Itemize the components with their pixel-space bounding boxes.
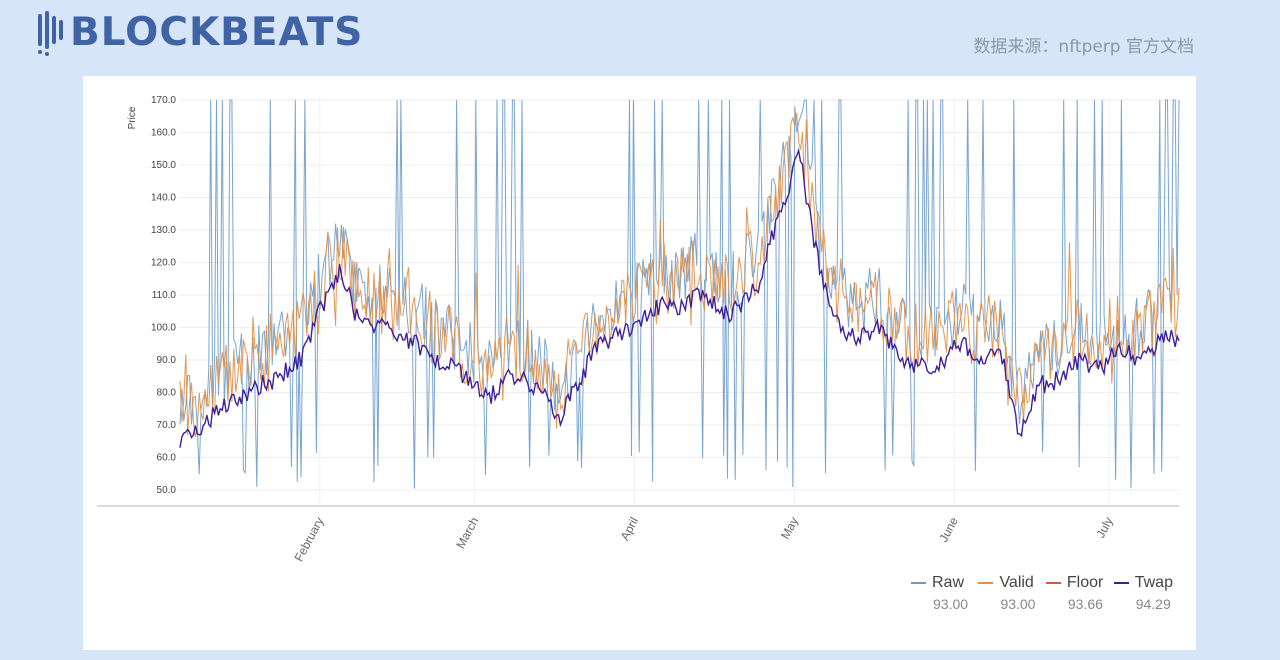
legend-series-value: 94.29	[1135, 596, 1171, 612]
legend-swatch	[911, 582, 926, 584]
price-chart: 50.0 60.0 70.0 80.0 90.0 100.0 110.0 120.0 130.0…	[97, 95, 1180, 564]
legend-swatch	[978, 582, 994, 584]
chart-legend: Raw 93.00 Valid 93.00 Floor 93.66 Twap 94.29	[911, 574, 1173, 612]
y-tick-label: 70.0	[157, 420, 177, 431]
legend-series-name: Valid	[999, 574, 1034, 591]
y-tick-label: 50.0	[157, 485, 177, 496]
y-tick-label: 80.0	[157, 388, 177, 399]
blockbeats-mark-icon	[38, 11, 63, 56]
legend-item-header: Floor	[1045, 574, 1104, 592]
legend-series-value: 93.66	[1067, 596, 1103, 612]
series-valid-line	[179, 112, 1180, 438]
x-tick-label: July	[1093, 515, 1115, 540]
legend-series-name: Twap	[1134, 574, 1173, 591]
y-tick-label: 150.0	[151, 160, 176, 171]
legend-item-raw[interactable]: Raw 93.00	[911, 574, 968, 612]
legend-item-valid[interactable]: Valid 93.00	[978, 574, 1035, 612]
series-raw-line	[179, 99, 1180, 489]
x-tick-label: April	[618, 515, 642, 543]
legend-series-value: 93.00	[1000, 596, 1036, 612]
legend-series-name: Floor	[1066, 574, 1104, 591]
y-tick-label: 140.0	[151, 193, 176, 204]
y-tick-label: 130.0	[151, 225, 176, 236]
legend-item-header: Twap	[1113, 574, 1173, 592]
y-tick-label: 60.0	[157, 453, 177, 464]
y-tick-label: 110.0	[152, 290, 177, 301]
legend-swatch	[1113, 582, 1129, 584]
x-tick-label: February	[292, 515, 327, 564]
data-source-note: 数据来源：nftperp 官方文档	[973, 37, 1194, 57]
legend-item-twap[interactable]: Twap 94.29	[1113, 574, 1173, 612]
x-tick-label: June	[936, 515, 961, 545]
y-tick-label: 170.0	[151, 95, 176, 106]
x-tick-label: May	[778, 515, 801, 542]
series-twap-line	[179, 147, 1180, 448]
chart-card: 50.0 60.0 70.0 80.0 90.0 100.0 110.0 120.0 130.0…	[83, 76, 1196, 650]
y-tick-label: 120.0	[151, 258, 176, 269]
y-tick-label: 160.0	[151, 128, 176, 139]
legend-swatch	[1045, 582, 1061, 584]
legend-series-name: Raw	[932, 574, 965, 591]
y-tick-label: 90.0	[157, 355, 177, 366]
legend-item-header: Valid	[978, 574, 1034, 592]
y-axis-label: Price	[127, 106, 138, 129]
y-tick-label: 100.0	[151, 323, 176, 334]
brand-name: BLOCKBEATS	[70, 9, 364, 55]
brand-logo: BLOCKBEATS	[36, 8, 363, 56]
legend-item-header: Raw	[911, 574, 964, 592]
x-tick-label: March	[453, 515, 481, 551]
legend-item-floor[interactable]: Floor 93.66	[1045, 574, 1104, 612]
legend-series-value: 93.00	[933, 596, 969, 612]
